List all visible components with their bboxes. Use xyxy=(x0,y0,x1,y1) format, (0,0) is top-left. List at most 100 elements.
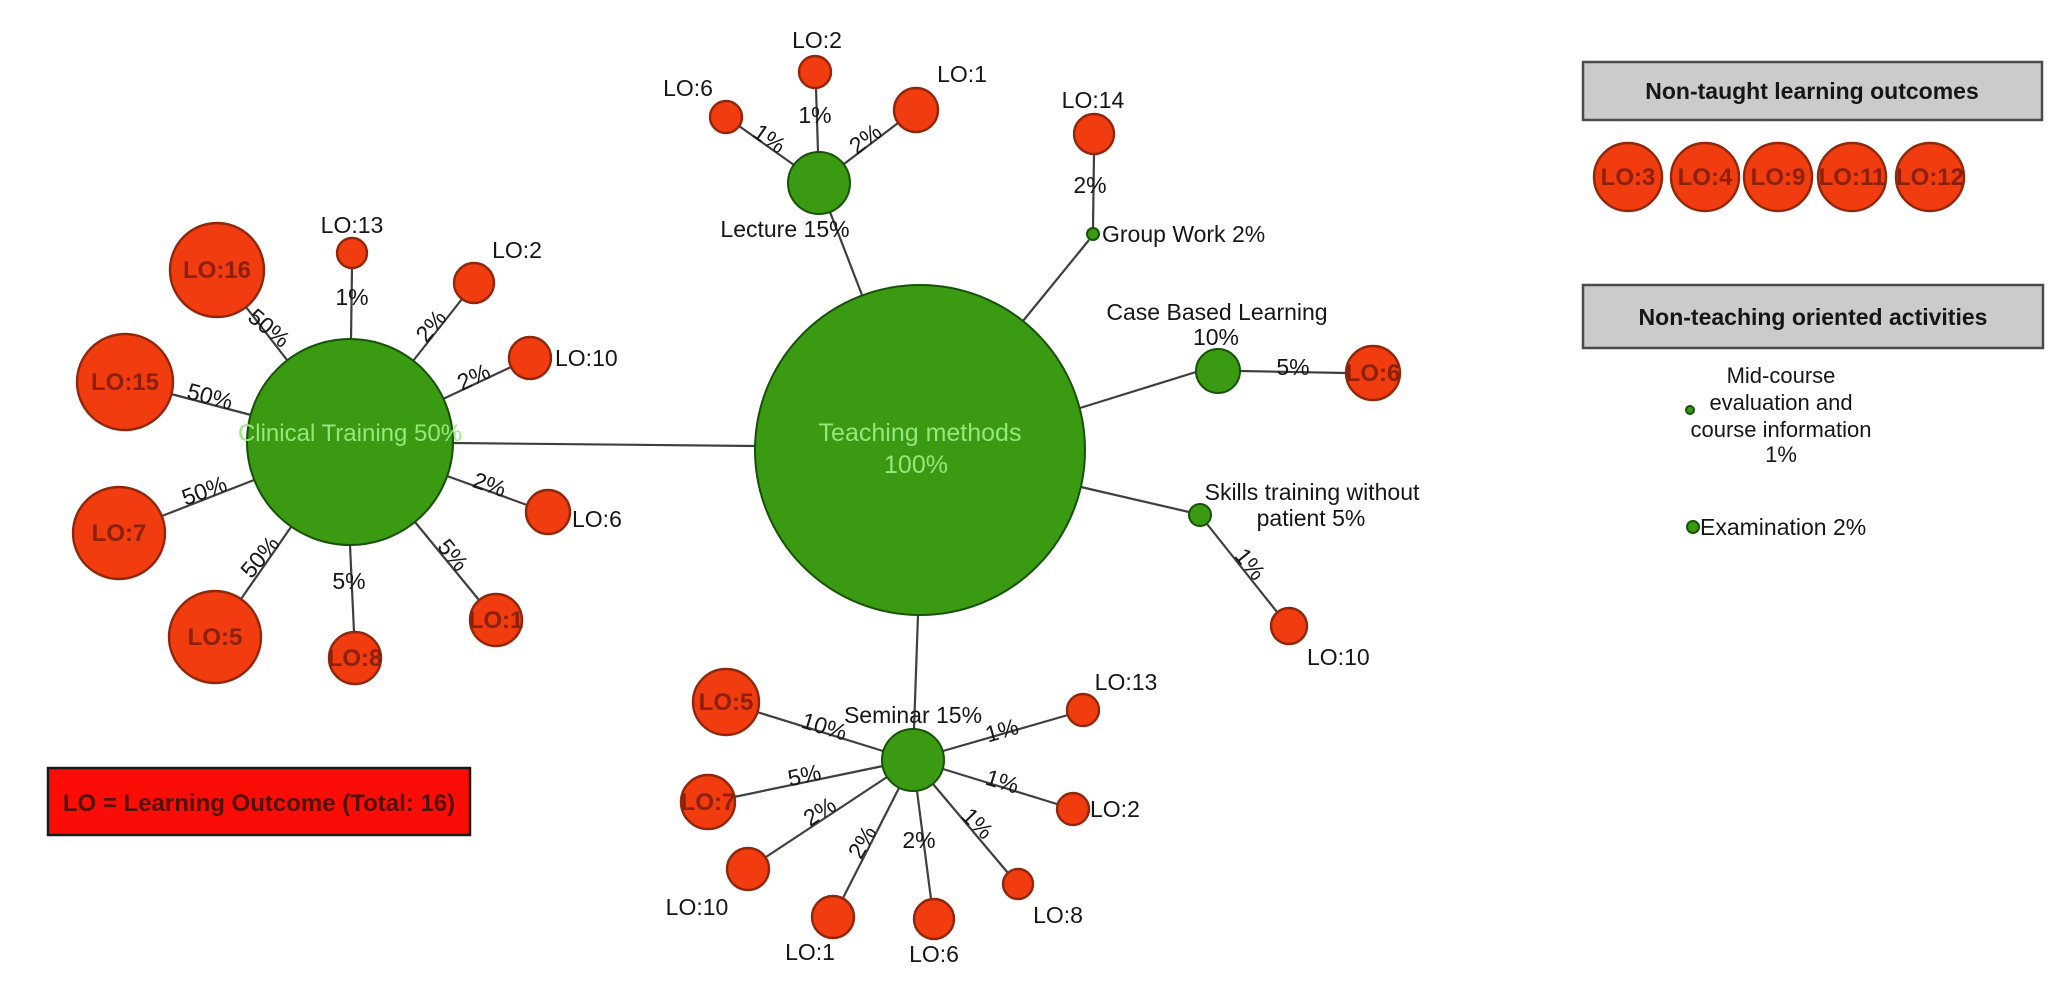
label-clinical-lo6-label: LO:6 xyxy=(572,506,622,532)
label-seminar-lo6-label: LO:6 xyxy=(909,941,959,967)
label-skills-lo10-label: LO:10 xyxy=(1307,644,1370,670)
legend-title-non-taught-outcomes: Non-taught learning outcomes xyxy=(1645,78,1979,104)
edge-seminar-lo1 xyxy=(842,787,900,899)
label-midcourse-line4: 1% xyxy=(1765,442,1797,467)
node-legend-lo12 xyxy=(1894,141,1966,213)
label-edge-clinical-lo13-pct: 1% xyxy=(335,284,368,310)
node-seminar xyxy=(881,728,945,792)
label-lecture-lo2-label: LO:2 xyxy=(792,27,842,53)
edge-groupwork-lo14 xyxy=(1091,153,1096,229)
label-edge-lecture-lo2-pct: 1% xyxy=(798,102,831,128)
node-seminar-lo2 xyxy=(1055,791,1091,827)
edge-seminar-lo7 xyxy=(733,764,884,799)
label-clinical-lo2-label: LO:2 xyxy=(492,237,542,263)
node-seminar-lo8 xyxy=(1001,867,1035,901)
node-clinical-lo8 xyxy=(327,630,383,686)
node-clinical-lo10 xyxy=(507,335,553,381)
node-skills-lo10 xyxy=(1269,606,1309,646)
label-teaching-methods-line1: Teaching methods xyxy=(819,419,1022,447)
label-group-work-label: Group Work 2% xyxy=(1102,221,1265,247)
label-edge-clinical-lo7-pct: 50% xyxy=(178,470,230,510)
edge-tm-clinical xyxy=(452,441,756,448)
edge-clinical-lo5 xyxy=(240,526,292,600)
label-teaching-methods-line2: 100% xyxy=(884,451,948,479)
label-clinical-lo13-label: LO:13 xyxy=(321,212,384,238)
node-legend-lo9 xyxy=(1742,141,1814,213)
label-skills-label-line1: Skills training without xyxy=(1205,479,1420,505)
note-box xyxy=(46,766,472,837)
label-skills-label-line2: patient 5% xyxy=(1257,505,1366,531)
edge-seminar-lo10 xyxy=(765,776,888,858)
label-groupwork-lo14-label: LO:14 xyxy=(1062,87,1125,113)
node-seminar-lo10 xyxy=(725,846,771,892)
edge-tm-seminar xyxy=(912,614,920,730)
edge-clinical-lo8 xyxy=(348,544,356,633)
node-clinical-lo1 xyxy=(468,592,524,648)
label-clinical-lo5-label: LO:5 xyxy=(188,624,243,651)
label-clinical-training-label: Clinical Training 50% xyxy=(238,420,462,447)
label-seminar-lo5-label: LO:5 xyxy=(699,689,754,716)
edge-seminar-lo8 xyxy=(932,783,1009,874)
node-cbl-lo6 xyxy=(1344,344,1402,402)
label-edge-skills-lo10-pct: 1% xyxy=(1230,543,1271,585)
label-lecture-label: Lecture 15% xyxy=(720,216,849,242)
label-seminar-lo8-label: LO:8 xyxy=(1033,902,1083,928)
node-clinical-training xyxy=(246,338,454,546)
node-legend-lo11 xyxy=(1816,141,1888,213)
label-edge-seminar-lo5-pct: 10% xyxy=(799,707,851,745)
node-legend-lo3 xyxy=(1592,141,1664,213)
label-cbl-lo6-label: LO:6 xyxy=(1346,360,1401,387)
label-edge-groupwork-lo14-pct: 2% xyxy=(1073,172,1106,198)
label-midcourse-line2: evaluation and xyxy=(1709,390,1852,415)
node-lecture-lo1 xyxy=(892,86,940,134)
label-edge-clinical-lo2-pct: 2% xyxy=(410,305,451,347)
label-edge-clinical-lo10-pct: 2% xyxy=(453,358,494,396)
edge-clinical-lo13 xyxy=(349,267,354,340)
label-clinical-lo15-label: LO:15 xyxy=(91,369,159,396)
edge-tm-skills xyxy=(1080,485,1190,514)
nodes-layer xyxy=(71,54,1966,941)
node-examination-dot xyxy=(1686,520,1700,534)
node-clinical-lo5 xyxy=(167,589,263,685)
node-clinical-lo13 xyxy=(335,236,369,270)
legend-header-non-teaching-activities xyxy=(1581,283,2045,350)
label-edge-clinical-lo15-pct: 50% xyxy=(184,378,235,415)
note-text: LO = Learning Outcome (Total: 16) xyxy=(63,790,455,817)
label-edge-seminar-lo8-pct: 1% xyxy=(957,802,999,844)
label-lecture-lo6-label: LO:6 xyxy=(663,75,713,101)
node-teaching-methods xyxy=(754,284,1086,616)
label-clinical-lo16-label: LO:16 xyxy=(183,257,251,284)
edge-clinical-lo1 xyxy=(414,521,480,601)
edge-seminar-lo5 xyxy=(756,710,884,753)
label-clinical-lo8-label: LO:8 xyxy=(328,645,383,672)
node-lecture xyxy=(787,151,851,215)
node-seminar-lo13 xyxy=(1065,692,1101,728)
edge-tm-groupwork xyxy=(1022,239,1090,322)
node-clinical-lo7 xyxy=(71,485,167,581)
label-seminar-label: Seminar 15% xyxy=(844,702,982,728)
edge-seminar-lo6 xyxy=(915,790,933,900)
edge-seminar-lo2 xyxy=(942,767,1058,806)
edge-lecture-lo6 xyxy=(738,125,795,166)
label-clinical-lo10-label: LO:10 xyxy=(555,345,618,371)
node-midcourse-dot xyxy=(1685,405,1695,415)
legend-boxes-layer: Non-taught learning outcomes Non-teaching… xyxy=(46,60,2045,837)
node-clinical-lo2 xyxy=(452,261,496,305)
label-edge-seminar-lo13-pct: 1% xyxy=(982,713,1021,747)
edge-clinical-lo15 xyxy=(170,392,252,417)
label-seminar-lo2-label: LO:2 xyxy=(1090,796,1140,822)
node-legend-lo4 xyxy=(1669,141,1741,213)
label-edge-clinical-lo8-pct: 5% xyxy=(332,568,365,594)
label-examination-label: Examination 2% xyxy=(1700,514,1866,540)
label-edge-seminar-lo10-pct: 2% xyxy=(799,791,841,831)
edge-clinical-lo16 xyxy=(245,306,288,361)
edge-clinical-lo10 xyxy=(442,366,512,400)
label-legend-lo12-label: LO:12 xyxy=(1896,164,1964,191)
label-edge-seminar-lo2-pct: 1% xyxy=(983,764,1022,799)
label-edge-seminar-lo6-pct: 2% xyxy=(902,827,935,853)
edge-skills-lo10 xyxy=(1206,523,1278,613)
edge-clinical-lo2 xyxy=(412,298,463,362)
edge-tm-lecture xyxy=(828,211,864,296)
label-seminar-lo10-label: LO:10 xyxy=(666,894,729,920)
